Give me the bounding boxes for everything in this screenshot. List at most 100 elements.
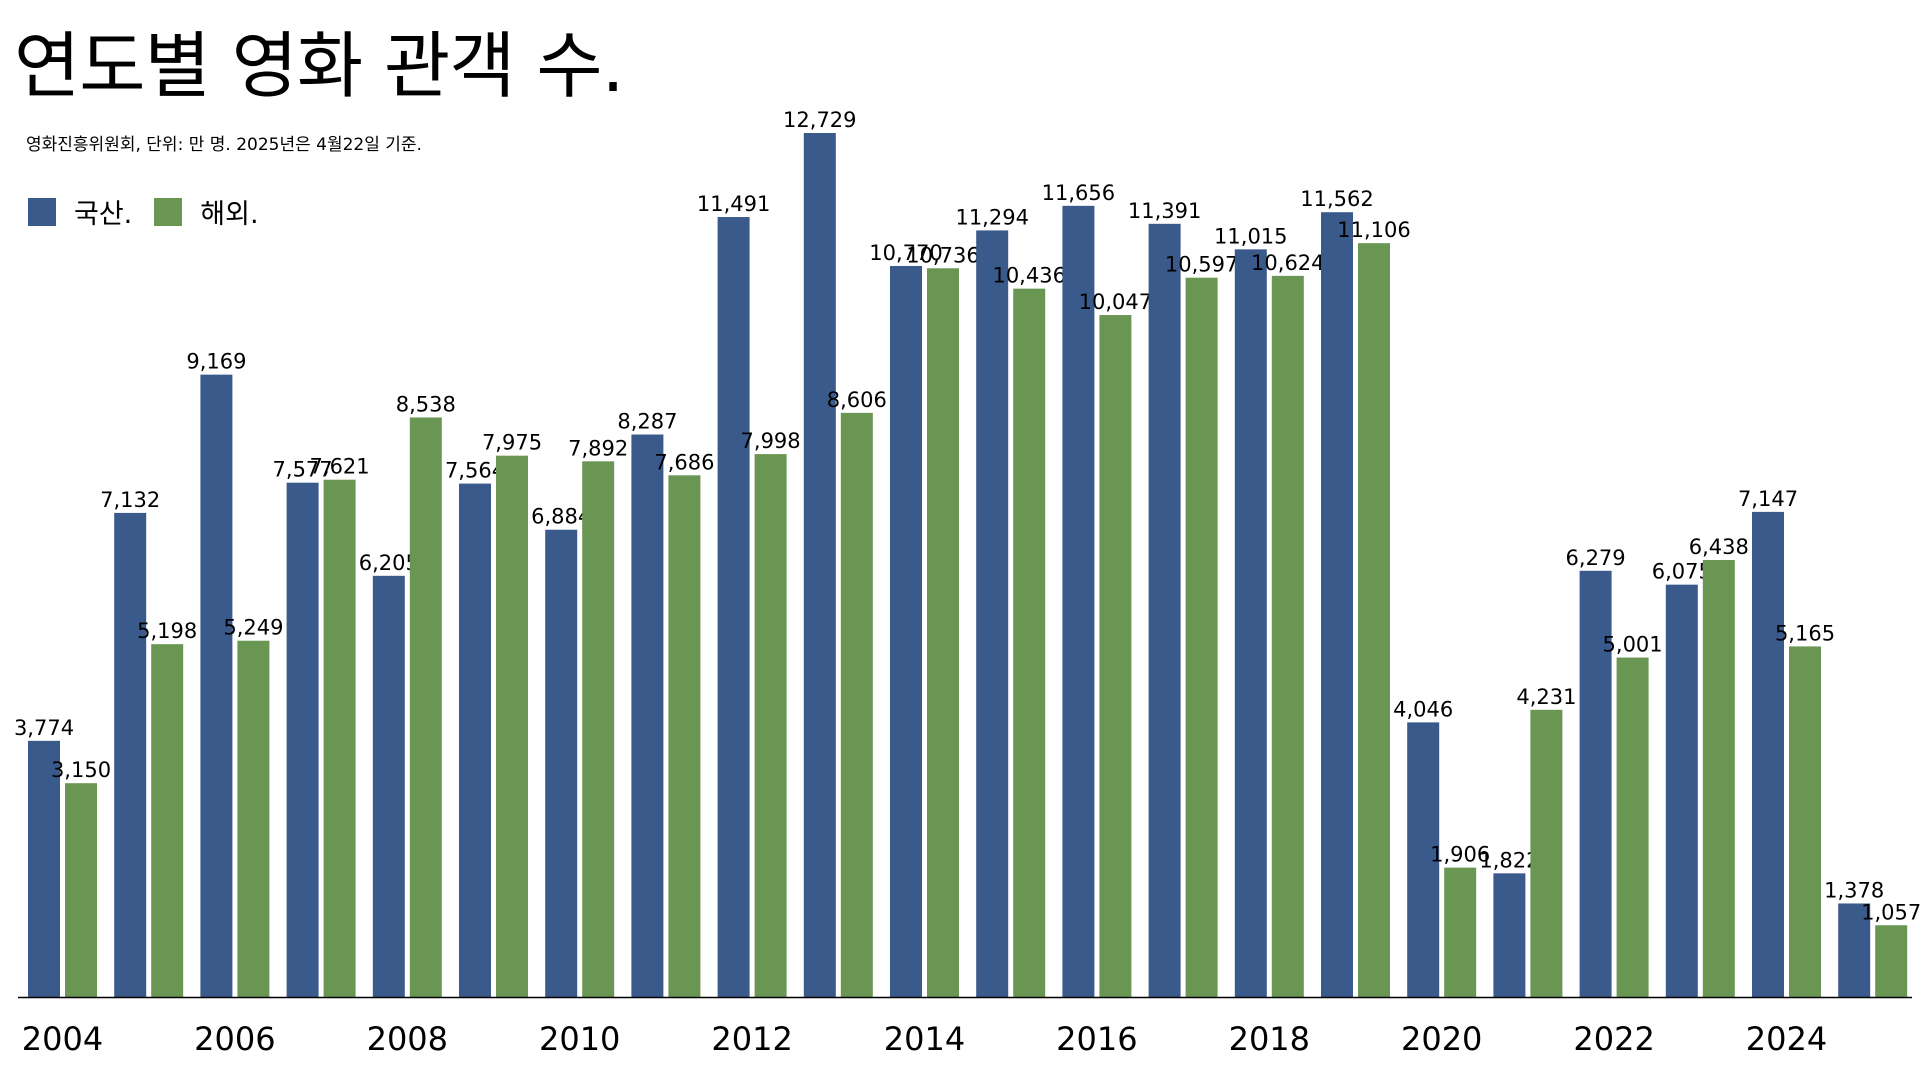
- bar-domestic-2021: [1493, 873, 1526, 997]
- legend: 국산. 해외.: [28, 192, 281, 231]
- legend-swatch-foreign: [154, 197, 183, 226]
- bar-foreign-2004: [65, 783, 97, 997]
- data-label-domestic-2015: 11,294: [955, 205, 1028, 229]
- legend-item-foreign: 해외.: [154, 192, 259, 231]
- bar-domestic-2015: [976, 230, 1009, 998]
- bar-foreign-2024: [1789, 646, 1821, 997]
- data-label-foreign-2012: 7,998: [741, 429, 801, 453]
- bar-foreign-2005: [151, 644, 184, 997]
- bar-domestic-2009: [459, 483, 491, 997]
- x-tick-label-2020: 2020: [1401, 1020, 1482, 1058]
- chart-title: 연도별 영화 관객 수.: [14, 24, 624, 108]
- data-label-foreign-2025: 1,057: [1861, 900, 1920, 924]
- data-label-foreign-2016: 10,047: [1079, 290, 1152, 314]
- data-label-domestic-2022: 6,279: [1566, 546, 1626, 570]
- x-tick-label-2022: 2022: [1573, 1020, 1654, 1058]
- bar-domestic-2024: [1752, 511, 1784, 997]
- data-label-foreign-2020: 1,906: [1430, 843, 1490, 867]
- x-tick-label-2004: 2004: [22, 1020, 103, 1058]
- bar-domestic-2018: [1234, 249, 1267, 997]
- bar-foreign-2009: [496, 455, 528, 997]
- legend-label-foreign: 해외.: [200, 199, 259, 230]
- bar-foreign-2016: [1099, 315, 1132, 997]
- data-label-foreign-2021: 4,231: [1516, 685, 1576, 709]
- bar-foreign-2007: [323, 479, 356, 998]
- data-label-foreign-2017: 10,597: [1165, 253, 1238, 277]
- bar-domestic-2017: [1148, 223, 1181, 998]
- x-tick-label-2024: 2024: [1746, 1020, 1827, 1058]
- legend-item-domestic: 국산.: [28, 192, 132, 231]
- chart-subtitle: 영화진흥위원회, 단위: 만 명. 2025년은 4월22일 기준.: [26, 135, 422, 155]
- bar-foreign-2023: [1702, 560, 1735, 997]
- data-label-domestic-2009: 7,564: [445, 459, 505, 483]
- bar-domestic-2025: [1838, 903, 1871, 997]
- bar-foreign-2018: [1271, 275, 1304, 998]
- data-label-domestic-2014: 10,770: [869, 241, 942, 265]
- data-label-foreign-2008: 8,538: [396, 392, 456, 416]
- data-label-foreign-2023: 6,438: [1689, 535, 1749, 559]
- data-label-foreign-2024: 5,165: [1775, 621, 1835, 645]
- bar-foreign-2012: [754, 454, 787, 997]
- data-label-domestic-2016: 11,656: [1042, 181, 1115, 205]
- data-label-foreign-2007: 7,621: [310, 455, 370, 479]
- bar-foreign-2025: [1875, 925, 1908, 997]
- legend-swatch-domestic: [28, 197, 56, 226]
- data-label-domestic-2008: 6,205: [359, 551, 419, 575]
- data-label-foreign-2005: 5,198: [137, 619, 197, 643]
- bar-foreign-2022: [1616, 657, 1649, 997]
- data-label-domestic-2012: 11,491: [697, 192, 770, 216]
- bar-foreign-2017: [1185, 277, 1218, 997]
- bar-domestic-2022: [1579, 570, 1612, 997]
- data-label-domestic-2025: 1,378: [1824, 878, 1884, 902]
- data-label-domestic-2007: 7,577: [273, 458, 333, 482]
- x-tick-label-2012: 2012: [711, 1020, 792, 1058]
- data-label-domestic-2006: 9,169: [186, 350, 246, 374]
- bar-foreign-2021: [1530, 709, 1563, 997]
- bar-domestic-2020: [1407, 722, 1440, 997]
- legend-label-domestic: 국산.: [74, 199, 133, 230]
- bar-domestic-2019: [1321, 212, 1353, 997]
- data-label-domestic-2018: 11,015: [1214, 224, 1287, 248]
- data-label-domestic-2023: 6,075: [1652, 560, 1712, 584]
- data-label-domestic-2004: 3,774: [14, 716, 74, 740]
- bar-domestic-2006: [200, 374, 233, 997]
- x-tick-label-2010: 2010: [539, 1020, 620, 1058]
- bar-domestic-2012: [717, 217, 750, 997]
- data-label-foreign-2019: 11,106: [1337, 218, 1410, 242]
- bar-domestic-2004: [28, 740, 60, 997]
- data-label-domestic-2011: 8,287: [617, 410, 677, 434]
- data-label-foreign-2010: 7,892: [568, 436, 628, 460]
- data-label-domestic-2005: 7,132: [100, 488, 160, 512]
- data-label-foreign-2014: 10,736: [906, 243, 979, 267]
- data-label-domestic-2013: 12,729: [783, 108, 856, 132]
- x-tick-label-2016: 2016: [1056, 1020, 1137, 1058]
- bar-foreign-2014: [927, 268, 959, 998]
- data-label-foreign-2022: 5,001: [1603, 633, 1663, 657]
- bar-domestic-2011: [631, 434, 664, 997]
- x-tick-label-2014: 2014: [884, 1020, 965, 1058]
- bar-foreign-2020: [1444, 867, 1477, 997]
- bar-foreign-2008: [409, 417, 442, 997]
- data-label-domestic-2017: 11,391: [1128, 199, 1201, 223]
- bar-domestic-2007: [286, 482, 319, 998]
- bar-foreign-2010: [582, 461, 615, 998]
- data-label-foreign-2009: 7,975: [482, 431, 542, 455]
- data-label-foreign-2015: 10,436: [992, 264, 1065, 288]
- bar-foreign-2006: [237, 640, 270, 997]
- bar-foreign-2013: [840, 412, 873, 997]
- bar-domestic-2014: [890, 265, 922, 997]
- data-label-domestic-2010: 6,884: [531, 505, 591, 529]
- x-tick-label-2008: 2008: [367, 1020, 448, 1058]
- bar-foreign-2019: [1358, 243, 1390, 997]
- bar-domestic-2005: [114, 512, 147, 997]
- bar-foreign-2011: [668, 475, 701, 997]
- bar-domestic-2013: [803, 133, 836, 997]
- data-label-domestic-2020: 4,046: [1393, 697, 1453, 721]
- bar-domestic-2016: [1062, 205, 1095, 997]
- data-label-domestic-2019: 11,562: [1300, 187, 1373, 211]
- bar-domestic-2023: [1665, 584, 1698, 997]
- data-label-foreign-2006: 5,249: [223, 616, 283, 640]
- x-tick-label-2018: 2018: [1229, 1020, 1310, 1058]
- data-label-foreign-2011: 7,686: [654, 450, 714, 474]
